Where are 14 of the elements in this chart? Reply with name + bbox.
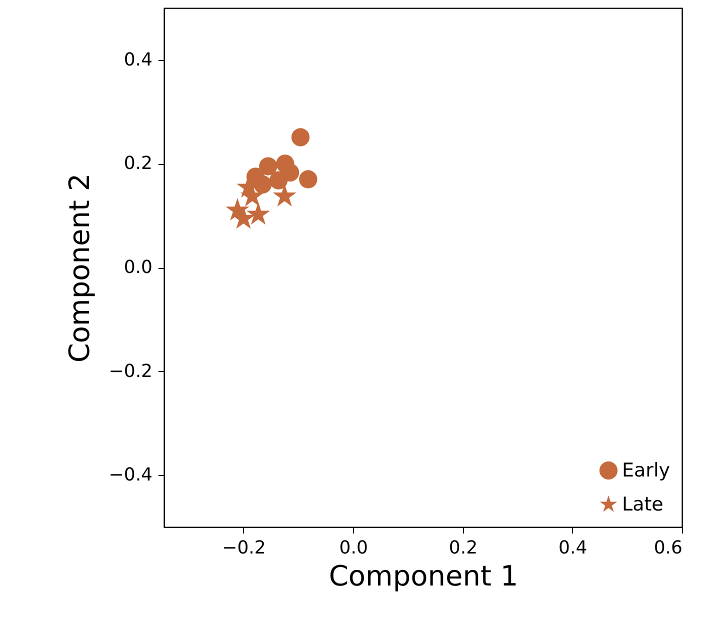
y-tick-label: 0.4 <box>124 49 152 70</box>
y-tick-label: −0.2 <box>108 360 152 382</box>
legend-label: Early <box>622 460 670 482</box>
y-axis-title: Component 2 <box>62 173 96 363</box>
x-tick-label: 0.4 <box>558 538 588 558</box>
y-tick-label: 0.0 <box>124 257 152 278</box>
x-tick-label: 0.6 <box>654 538 682 558</box>
x-tick-label: 0.0 <box>339 538 368 558</box>
x-tick-label: 0.2 <box>448 538 478 558</box>
x-tick-label: −0.2 <box>222 538 266 558</box>
y-tick-label: 0.2 <box>124 153 152 174</box>
y-tick-label: −0.4 <box>108 464 152 486</box>
legend-label: Late <box>622 494 664 516</box>
x-axis-title: Component 1 <box>328 560 518 592</box>
